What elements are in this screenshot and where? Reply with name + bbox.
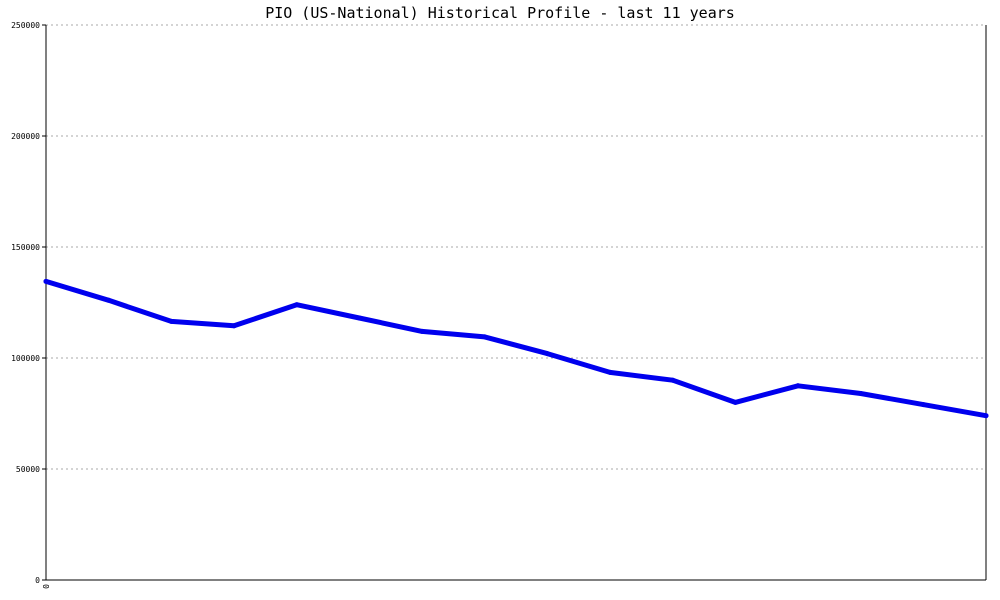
data-point bbox=[106, 297, 112, 303]
y-tick-labels: 0 50000 100000 150000 200000 250000 bbox=[11, 21, 46, 585]
y-tick-label: 100000 bbox=[11, 354, 40, 363]
data-point bbox=[670, 377, 676, 383]
data-point bbox=[294, 302, 300, 308]
data-point bbox=[983, 413, 989, 419]
data-point bbox=[858, 391, 864, 396]
axes bbox=[45, 25, 987, 581]
data-point bbox=[482, 334, 488, 340]
data-point bbox=[231, 323, 237, 329]
data-point bbox=[544, 351, 550, 357]
y-tick-label: 150000 bbox=[11, 243, 40, 252]
y-tick-label: 0 bbox=[35, 576, 40, 585]
data-point bbox=[732, 399, 738, 405]
series-line bbox=[43, 278, 989, 419]
data-point bbox=[795, 383, 801, 389]
data-point bbox=[607, 369, 613, 375]
data-point bbox=[920, 402, 926, 408]
data-point bbox=[168, 318, 174, 324]
x-tick-labels: 0 bbox=[42, 584, 51, 589]
series-group bbox=[43, 278, 989, 419]
data-point bbox=[43, 278, 49, 284]
y-tick-label: 250000 bbox=[11, 21, 40, 30]
y-tick-label: 200000 bbox=[11, 132, 40, 141]
data-point bbox=[356, 315, 362, 321]
x-tick-label: 0 bbox=[42, 584, 51, 589]
gridlines bbox=[46, 24, 986, 470]
chart-title: PIO (US-National) Historical Profile - l… bbox=[265, 4, 735, 22]
y-tick-label: 50000 bbox=[16, 465, 40, 474]
data-point bbox=[419, 328, 425, 334]
